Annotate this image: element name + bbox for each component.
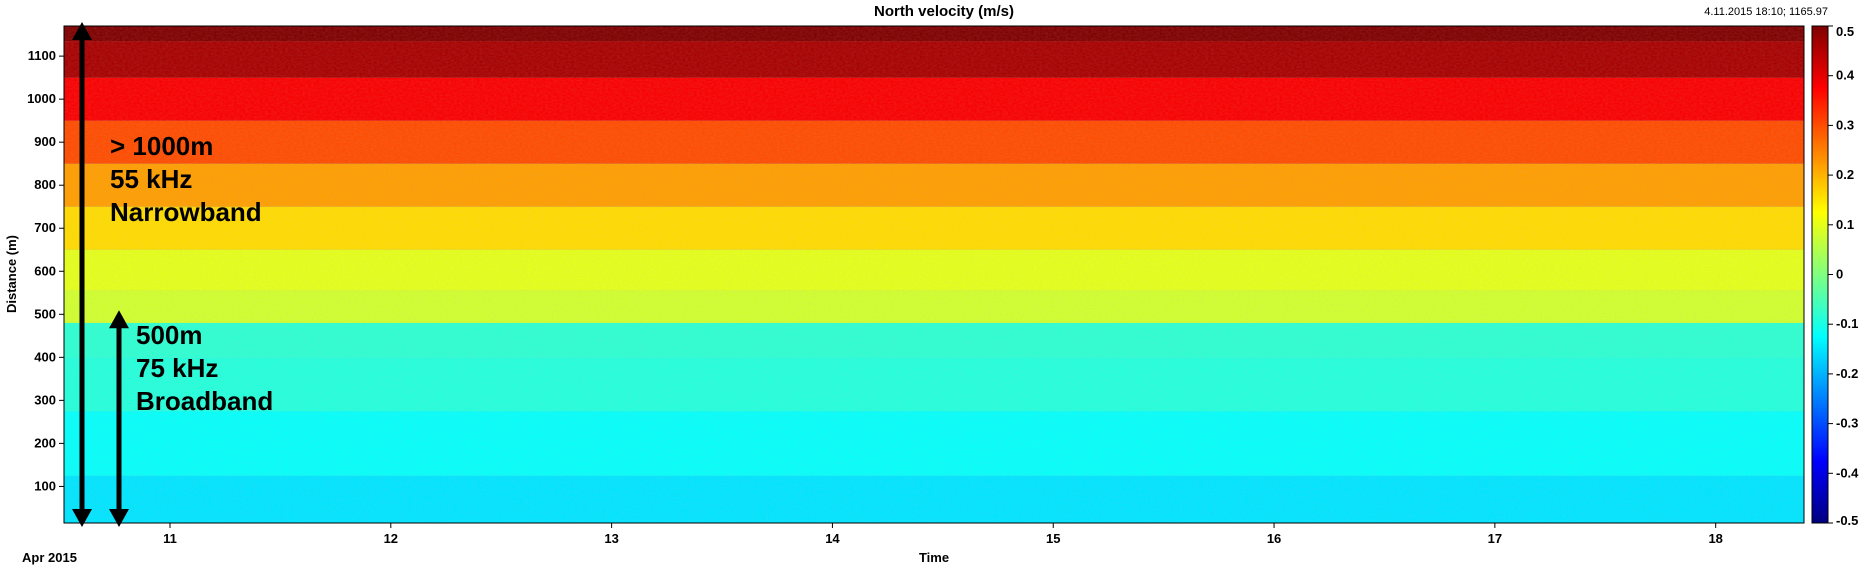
colorbar-tick-label: 0 [1836,267,1843,282]
x-tick-label: 12 [384,531,398,546]
x-tick-label: 14 [825,531,840,546]
colorbar: 0.5 0.4 0.3 0.2 0.1 0 -0.1 -0.2 -0.3 -0.4 -0.5 [1811,24,1859,528]
range-arrow-head-up [109,310,129,329]
colorbar-tick-label: 0.3 [1836,117,1854,132]
annotation-line: Narrowband [110,197,262,227]
corner-readout: 4.11.2015 18:10; 1165.97 [1704,6,1828,18]
y-tick-label: 900 [34,134,56,149]
x-tick-label: 13 [604,531,618,546]
colorbar-tick-label: -0.4 [1836,465,1859,480]
plot-frame [63,25,1805,524]
colorbar-tick-label: 0.2 [1836,167,1854,182]
range-arrow-head-down [72,509,92,527]
colorbar-tick-label: -0.3 [1836,416,1858,431]
x-start-label: Apr 2015 [22,550,77,565]
y-tick-label: 1000 [27,91,56,106]
x-tick-label: 18 [1708,531,1722,546]
y-axis-label: Distance (m) [4,235,19,313]
annotation-line: > 1000m [110,131,213,161]
colorbar-tick-label: 0.5 [1836,24,1854,39]
colorbar-gradient [1811,25,1829,524]
colorbar-tick-label: 0.1 [1836,217,1854,232]
colorbar-tick-label: -0.5 [1836,513,1858,528]
colorbar-tick-label: -0.2 [1836,366,1858,381]
y-tick-label: 400 [34,349,56,364]
y-axis: 100 200 300 400 500 600 700 800 900 1000 1100 [27,48,64,493]
colorbar-tick-label: 0.4 [1836,68,1855,83]
y-tick-label: 100 [34,478,56,493]
x-tick-label: 17 [1488,531,1502,546]
y-tick-label: 600 [34,263,56,278]
colorbar-tick-label: -0.1 [1836,316,1858,331]
y-tick-label: 1100 [28,48,56,63]
y-tick-label: 500 [34,306,56,321]
heatmap-texture [64,26,1804,523]
x-tick-label: 15 [1046,531,1060,546]
annotation-line: 500m [136,320,203,350]
plot-area [63,25,1805,524]
x-axis-label: Time [919,550,949,565]
y-tick-label: 300 [34,392,56,407]
y-tick-label: 700 [34,220,56,235]
range-arrow-head-up [72,22,92,40]
annotation-line: 55 kHz [110,164,192,194]
annotation-line: 75 kHz [136,353,218,383]
y-tick-label: 200 [34,435,56,450]
x-tick-label: 16 [1267,531,1281,546]
x-tick-label: 11 [163,531,177,546]
y-tick-label: 800 [34,177,56,192]
chart-title: North velocity (m/s) [874,3,1014,20]
x-axis: 11 12 13 14 15 16 17 18 [163,523,1723,546]
range-arrow-head-down [109,509,129,527]
annotation-line: Broadband [136,386,273,416]
